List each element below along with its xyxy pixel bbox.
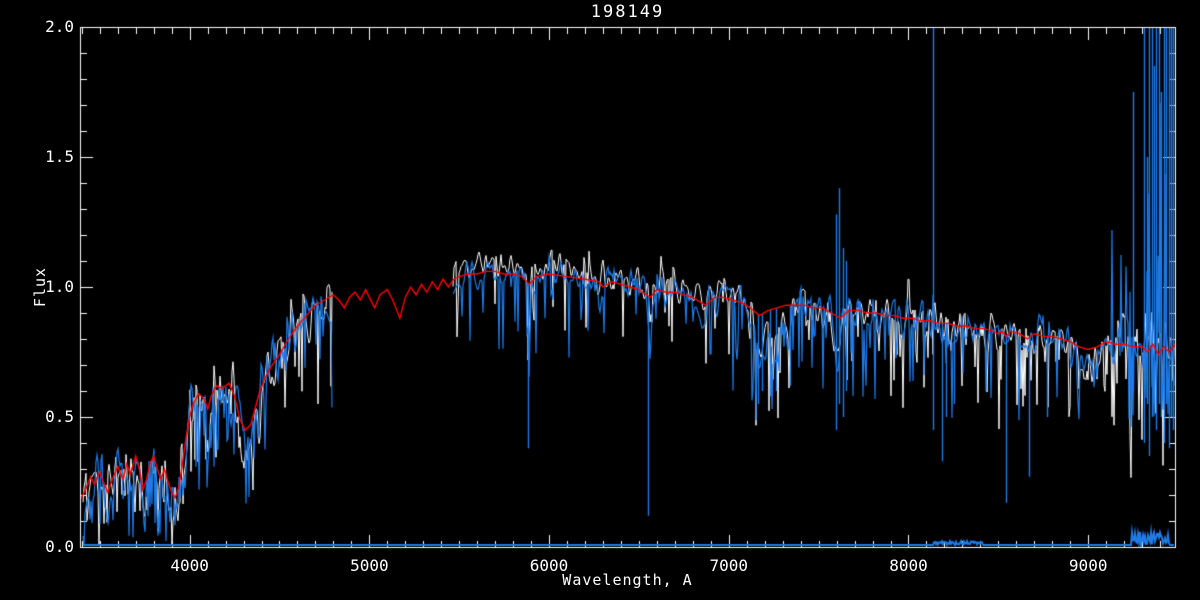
y-tick-label: 0.0: [45, 537, 74, 556]
x-tick-label: 9000: [1068, 556, 1108, 575]
x-axis-label: Wavelength, A: [562, 571, 693, 589]
y-tick-label: 2.0: [45, 17, 74, 36]
x-tick-label: 6000: [529, 556, 569, 575]
y-tick-label: 1.0: [45, 277, 74, 296]
plot-title: 198149: [590, 2, 665, 22]
y-tick-label: 1.5: [45, 147, 74, 166]
x-tick-label: 7000: [709, 556, 749, 575]
x-tick-label: 5000: [350, 556, 389, 575]
y-tick-label: 0.5: [45, 407, 74, 426]
x-tick-label: 4000: [170, 556, 209, 575]
x-tick-label: 8000: [889, 556, 928, 575]
